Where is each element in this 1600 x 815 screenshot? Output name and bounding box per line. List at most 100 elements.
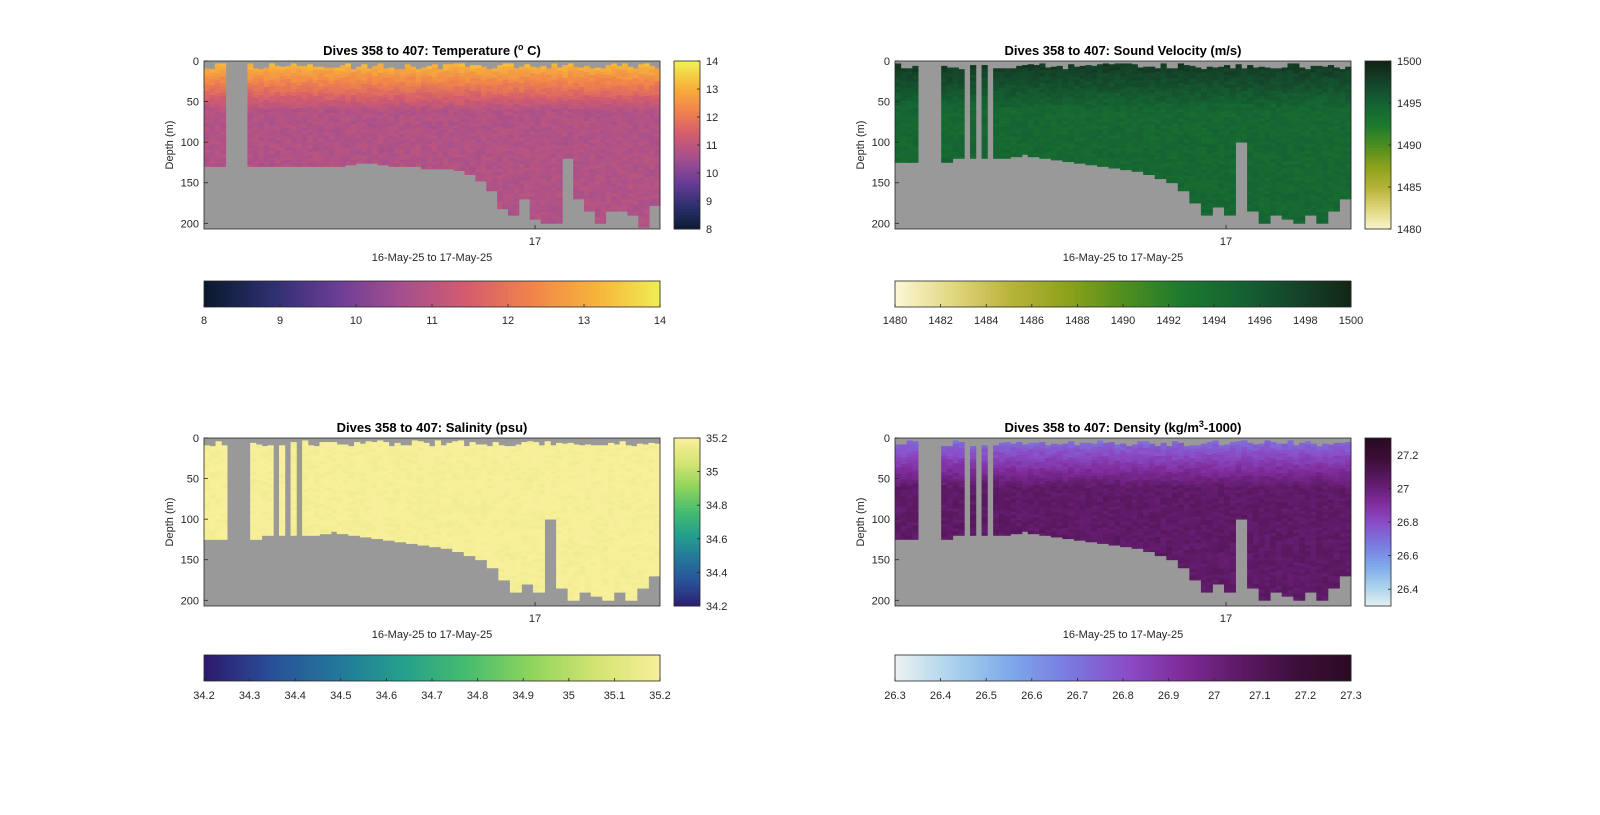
heatmap-cell [1247,100,1254,105]
heatmap-cell [366,136,373,141]
heatmap-cell [529,212,536,217]
heatmap-cell [1195,148,1202,153]
heatmap-cell [1160,89,1167,94]
heatmap-cell [941,101,948,106]
heatmap-cell [383,123,389,128]
heatmap-cell [312,157,319,162]
heatmap-cell [529,186,536,191]
heatmap-cell [1183,133,1190,137]
heatmap-cell [204,117,210,121]
heatmap-cell [649,160,655,164]
heatmap-cell [906,84,913,89]
heatmap-cell [632,91,639,95]
heatmap-cell [508,157,514,162]
heatmap-cell [573,112,579,116]
heatmap-cell [480,144,487,149]
heatmap-cell [502,125,509,129]
heatmap-cell [627,82,634,87]
colorbar-segment [416,281,422,307]
heatmap-cell [546,113,552,118]
heatmap-cell [421,125,427,130]
heatmap-cell [546,211,552,215]
heatmap-cell [274,117,281,122]
heatmap-cell [906,87,913,92]
heatmap-cell [383,155,389,160]
heatmap-cell [1073,86,1081,90]
heatmap-cell [513,159,520,163]
heatmap-cell [1177,63,1185,68]
heatmap-cell [220,66,227,71]
heatmap-cell [1004,84,1011,89]
heatmap-cell [252,68,259,72]
heatmap-cell [589,168,596,173]
heatmap-cell [1177,164,1185,168]
heatmap-cell [404,112,411,117]
heatmap-cell [1108,151,1115,156]
heatmap-cell [1212,119,1219,124]
heatmap-cell [421,90,427,94]
heatmap-cell [1079,91,1086,96]
heatmap-cell [605,185,612,189]
heatmap-cell [470,159,476,163]
heatmap-cell [529,128,536,133]
heatmap-cell [1027,90,1034,94]
heatmap-cell [1212,168,1219,172]
heatmap-cell [1218,92,1225,97]
heatmap-cell [1247,172,1254,176]
colorbar-segment [204,281,209,307]
heatmap-cell [366,84,373,89]
heatmap-cell [1195,93,1202,98]
heatmap-cell [578,184,585,189]
heatmap-cell [611,138,617,142]
heatmap-cell [415,121,422,125]
heatmap-cell [600,81,607,85]
heatmap-cell [383,78,389,82]
heatmap-cell [524,99,531,104]
heatmap-cell [1120,134,1127,139]
heatmap-cell [269,79,275,84]
heatmap-cell [1073,82,1081,87]
heatmap-cell [900,74,907,79]
heatmap-cell [1247,185,1254,189]
heatmap-cell [285,147,292,151]
heatmap-cell [1177,105,1185,110]
heatmap-cell [399,130,406,135]
heatmap-cell [1218,79,1225,84]
heatmap-cell [638,177,645,182]
heatmap-cell [247,102,254,107]
heatmap-cell [654,194,661,199]
heatmap-cell [1148,160,1156,165]
heatmap-cell [204,126,210,131]
heatmap-cell [1160,66,1167,71]
heatmap-cell [1212,187,1219,192]
heatmap-cell [900,110,907,115]
heatmap-cell [529,76,536,81]
heatmap-cell [616,134,623,138]
heatmap-cell [1027,73,1034,78]
heatmap-cell [627,151,634,155]
heatmap-cell [546,152,552,157]
heatmap-cell [464,128,471,133]
colorbar-segment [587,281,593,307]
heatmap-cell [252,133,259,137]
heatmap-cell [518,186,525,191]
heatmap-cell [307,93,313,98]
heatmap-cell [594,70,601,75]
heatmap-cell [209,137,216,141]
heatmap-cell [448,83,455,88]
heatmap-cell [339,84,346,89]
heatmap-cell [952,155,959,159]
heatmap-cell [1102,154,1109,158]
heatmap-cell [998,149,1006,154]
heatmap-cell [605,117,612,121]
colorbar-segment [211,281,216,307]
heatmap-cell [285,78,292,83]
heatmap-cell [524,145,531,150]
heatmap-cell [258,156,265,161]
heatmap-cell [1120,157,1127,162]
heatmap-cell [247,99,254,103]
heatmap-cell [1229,113,1236,118]
heatmap-cell [388,119,395,124]
heatmap-cell [442,73,449,78]
heatmap-cell [1056,91,1063,96]
